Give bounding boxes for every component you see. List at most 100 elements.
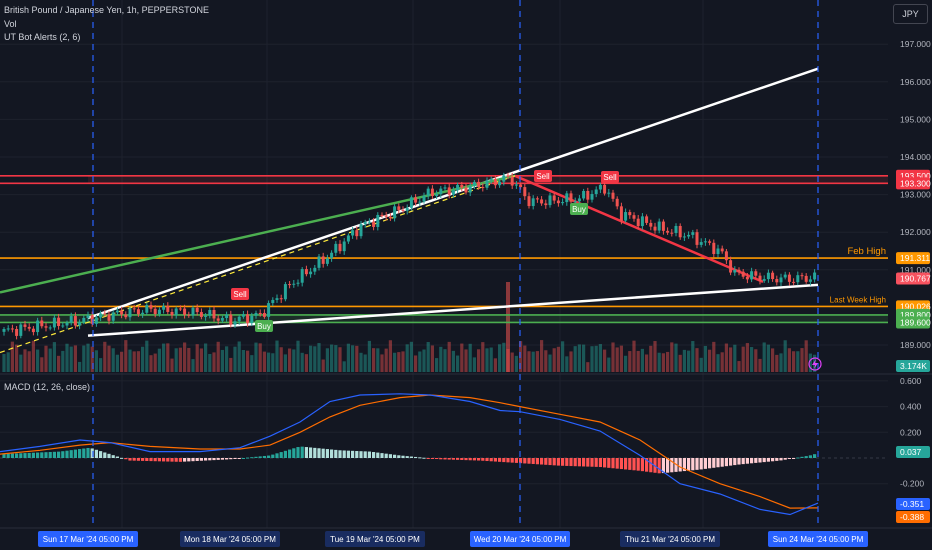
volume-bar [330,344,334,372]
macd-tick-label: -0.200 [900,479,924,489]
volume-bar [762,342,766,372]
volume-bar [31,340,35,372]
volume-bar [682,349,686,372]
sell-signal-2-label: Sell [536,172,550,181]
volume-bar [678,354,682,372]
candle-body [750,271,754,280]
candle-body [61,325,65,327]
candle-body [754,271,758,276]
candle-body [439,188,443,195]
volume-legend[interactable]: Vol [4,19,17,29]
volume-bar [346,343,350,372]
candle-body [27,326,31,329]
macd-badge-label: -0.388 [900,512,924,522]
candle-body [111,312,115,321]
macd-histogram-bar [405,456,409,458]
candle-body [657,221,661,231]
candle-body [498,181,502,186]
volume-bar [430,345,434,372]
macd-badge-label: 0.037 [900,447,922,457]
support-zone [0,314,888,323]
candle-body [800,275,804,277]
volume-bar [178,347,182,372]
macd-histogram-bar [598,458,602,468]
candle-body [380,214,384,216]
candle-body [384,215,388,217]
volume-bar [611,342,615,372]
volume-bar [237,341,241,372]
macd-histogram-bar [300,446,304,458]
time-label-highlight [768,531,868,547]
volume-bar [607,357,611,372]
volume-bar [628,351,632,372]
macd-histogram-bar [367,451,371,458]
volume-bar [804,340,808,372]
candle-body [645,216,649,223]
candle-body [804,275,808,282]
candle-body [162,305,166,310]
macd-histogram-bar [82,448,86,458]
volume-bar [485,348,489,372]
time-label[interactable]: Thu 21 Mar '24 05:00 PM [625,535,715,544]
candle-body [330,252,334,259]
macd-histogram-bar [120,457,124,459]
macd-histogram-bar [342,450,346,458]
time-label[interactable]: Sun 17 Mar '24 05:00 PM [43,535,134,544]
macd-histogram-bar [162,458,166,462]
symbol-title[interactable]: British Pound / Japanese Yen, 1h, PEPPER… [4,5,209,15]
volume-bar [561,341,565,372]
macd-histogram-bar [779,458,783,461]
time-label[interactable]: Sun 24 Mar '24 05:00 PM [773,535,864,544]
time-label[interactable]: Mon 18 Mar '24 05:00 PM [184,535,276,544]
volume-bar [82,345,86,372]
macd-histogram-bar [447,458,451,460]
macd-histogram-bar [624,458,628,470]
price-tick-label: 195.000 [900,114,931,124]
candle-body [674,225,678,233]
macd-histogram-bar [590,458,594,467]
volume-bar [527,351,531,372]
macd-histogram-bar [187,458,191,462]
candle-body [766,272,770,280]
candle-body [691,232,695,235]
volume-bar [636,350,640,372]
time-label[interactable]: Tue 19 Mar '24 05:00 PM [330,535,420,544]
candle-body [418,201,422,203]
candle-body [115,310,119,313]
candle-body [808,279,812,282]
candle-body [489,178,493,181]
time-label[interactable]: Wed 20 Mar '24 05:00 PM [474,535,567,544]
price-badge-label: 189.600 [900,317,931,327]
candle-body [309,271,313,275]
macd-histogram-bar [166,458,170,462]
lower-channel-line [87,283,819,337]
candle-body [653,226,657,231]
macd-histogram-bar [397,455,401,458]
price-tick-label: 193.000 [900,190,931,200]
candle-body [351,230,355,236]
currency-button[interactable]: JPY [893,4,928,24]
price-badge-label: 191.311 [900,253,930,263]
macd-legend[interactable]: MACD (12, 26, close) [4,382,91,392]
macd-histogram-bar [771,458,775,462]
candle-body [325,258,329,264]
candle-body [687,234,691,237]
candle-body [607,192,611,194]
candle-body [796,275,800,283]
volume-bar [254,342,258,372]
volume-bar [292,349,296,372]
candle-body [758,275,762,281]
macd-histogram-bar [544,458,548,465]
macd-histogram-bar [199,458,203,461]
volume-bar [695,348,699,372]
macd-histogram-bar [414,456,418,458]
volume-bar [598,344,602,372]
candle-body [65,322,69,326]
volume-bar [666,351,670,372]
macd-histogram-bar [792,458,796,459]
volume-bar [435,358,439,372]
alert-lightning-icon[interactable] [808,357,822,371]
ut-bot-legend[interactable]: UT Bot Alerts (2, 6) [4,32,81,42]
volume-bar [111,348,115,372]
